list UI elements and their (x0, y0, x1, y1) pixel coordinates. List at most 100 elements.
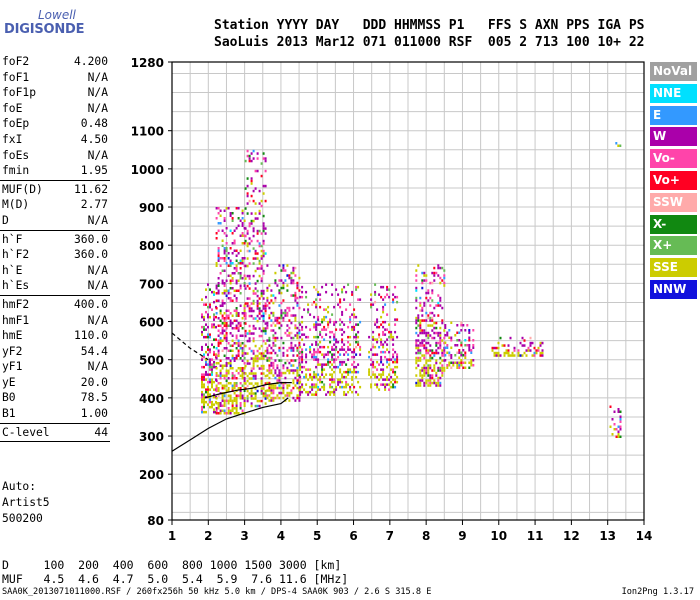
echo-point (415, 269, 418, 272)
echo-point (372, 330, 375, 334)
echo-point (221, 329, 224, 332)
echo-point (246, 192, 249, 195)
echo-point (341, 288, 344, 291)
echo-point (431, 311, 434, 315)
echo-point (323, 315, 326, 319)
echo-point (323, 308, 326, 311)
echo-point (266, 394, 269, 397)
echo-point (252, 364, 255, 368)
echo-point (351, 375, 354, 379)
echo-point (272, 384, 275, 387)
echo-point (421, 286, 424, 290)
echo-point (619, 418, 622, 421)
echo-point (229, 279, 232, 282)
echo-point (376, 368, 379, 371)
echo-point (294, 291, 297, 295)
echo-point (370, 298, 373, 301)
echo-point (244, 314, 247, 318)
echo-point (417, 264, 420, 267)
echo-point (211, 358, 213, 361)
echo-point (239, 369, 242, 372)
echo-point (435, 381, 438, 385)
echo-point (421, 379, 424, 382)
echo-point (507, 351, 510, 355)
echo-point (617, 435, 620, 438)
muf-row1: D 100 200 400 600 800 1000 1500 3000 [km… (2, 558, 342, 572)
echo-point (264, 309, 267, 313)
echo-point (386, 338, 389, 341)
echo-point (217, 389, 220, 392)
echo-point (248, 157, 251, 160)
param-label: hmE (2, 329, 23, 343)
echo-point (539, 351, 542, 355)
param-value: 360.0 (73, 248, 108, 262)
echo-point (535, 351, 538, 355)
echo-point (227, 252, 230, 255)
echo-point (470, 349, 473, 352)
echo-point (246, 229, 249, 233)
echo-point (431, 281, 434, 285)
echo-point (351, 293, 354, 296)
echo-point (239, 262, 242, 265)
echo-point (239, 392, 242, 395)
echo-point (513, 354, 516, 357)
param-label: foF1p (2, 86, 37, 100)
echo-point (241, 354, 244, 357)
echo-point (384, 388, 387, 391)
echo-point (323, 383, 326, 386)
echo-point (203, 318, 205, 321)
echo-point (321, 285, 324, 289)
echo-point (443, 329, 446, 332)
legend-item: W (650, 127, 697, 147)
echo-point (353, 365, 356, 369)
echo-point (264, 327, 267, 330)
echo-point (266, 339, 269, 342)
echo-point (427, 351, 430, 355)
echo-point (252, 392, 255, 395)
echo-point (617, 425, 620, 428)
param-row: yF2 54.4 (0, 344, 112, 360)
echo-point (609, 425, 612, 428)
lowell-digisonde-logo: Lowell DIGISONDE (0, 2, 110, 42)
echo-point (333, 348, 336, 351)
echo-point (353, 368, 356, 371)
echo-point (225, 247, 228, 250)
echo-point (523, 339, 526, 342)
echo-point (225, 374, 228, 377)
echo-point (433, 271, 436, 275)
echo-point (305, 390, 308, 394)
echo-point (351, 355, 354, 359)
echo-point (264, 302, 267, 305)
echo-point (270, 346, 273, 350)
echo-point (323, 385, 326, 389)
echo-point (207, 325, 209, 329)
echo-point (345, 370, 348, 374)
echo-point (270, 364, 273, 367)
echo-point (272, 399, 275, 402)
echo-point (372, 345, 375, 349)
echo-point (329, 373, 332, 376)
echo-point (221, 229, 224, 232)
echo-point (217, 404, 220, 407)
echo-point (382, 310, 385, 314)
echo-point (229, 259, 232, 262)
echo-point (260, 294, 263, 298)
echo-point (241, 327, 244, 330)
echo-point (272, 301, 275, 305)
echo-point (266, 286, 269, 290)
echo-point (246, 302, 249, 305)
echo-point (347, 345, 350, 349)
echo-point (341, 360, 344, 364)
echo-point (282, 396, 285, 400)
echo-point (205, 343, 207, 346)
echo-point (437, 341, 440, 345)
echo-point (276, 396, 279, 400)
param-divider (0, 422, 110, 424)
echo-point (244, 207, 247, 210)
echo-point (227, 297, 230, 300)
echo-point (433, 381, 436, 385)
echo-point (243, 389, 246, 392)
echo-point (237, 352, 240, 355)
echo-point (244, 344, 247, 348)
echo-point (262, 192, 265, 195)
